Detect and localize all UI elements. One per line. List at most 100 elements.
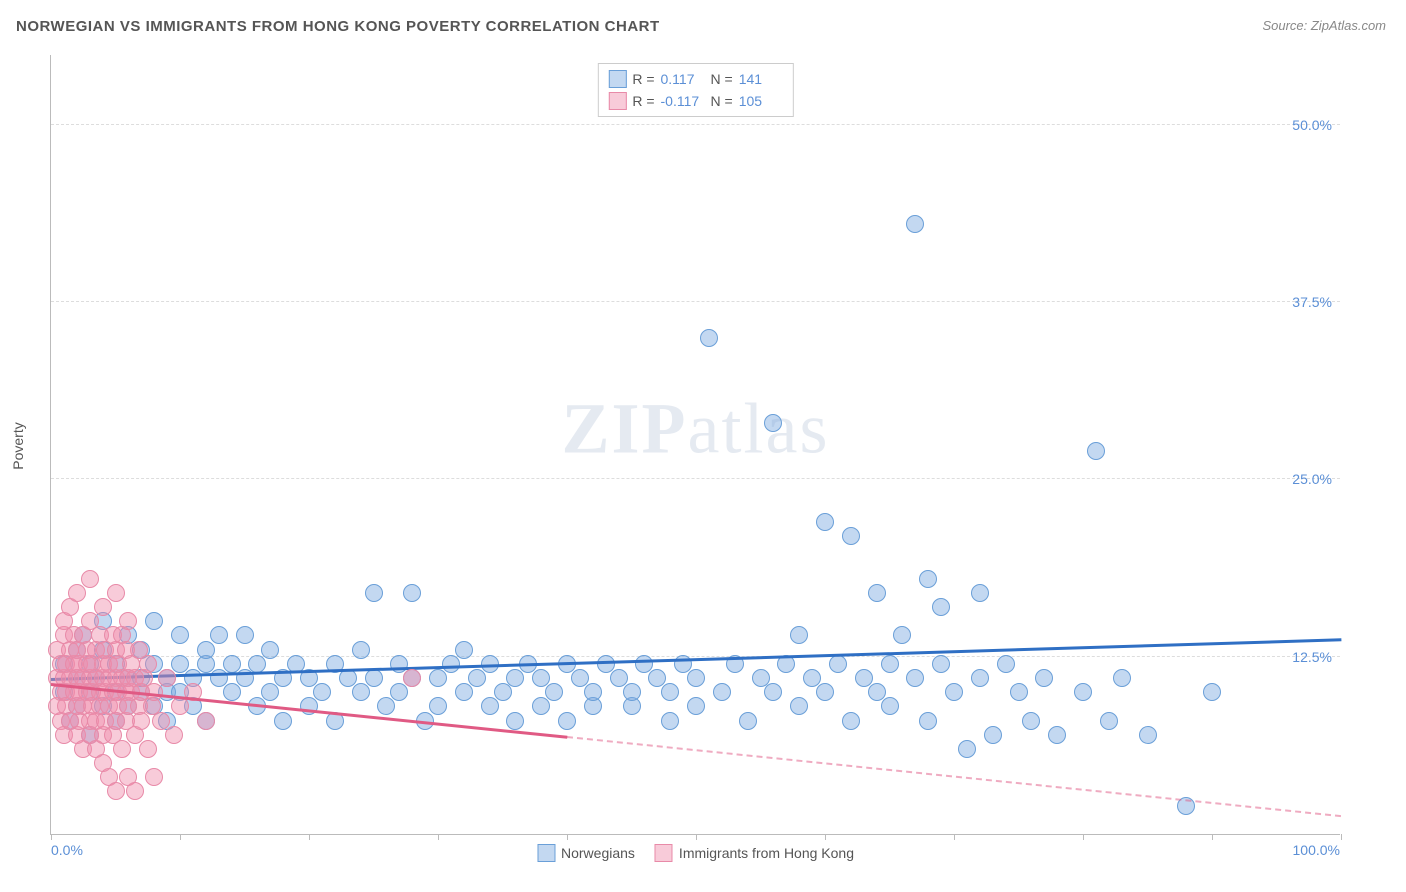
scatter-point [468,669,486,687]
scatter-point [1113,669,1131,687]
scatter-point [481,697,499,715]
scatter-point [816,513,834,531]
scatter-point [365,669,383,687]
scatter-point [687,669,705,687]
scatter-point [506,712,524,730]
scatter-point [429,669,447,687]
scatter-point [94,598,112,616]
y-tick-label: 12.5% [1292,649,1332,665]
gridline [51,301,1340,302]
legend-swatch-hongkong [655,844,673,862]
x-tick-mark [825,834,826,840]
scatter-point [906,669,924,687]
scatter-point [494,683,512,701]
scatter-point [377,697,395,715]
legend-item-hongkong: Immigrants from Hong Kong [655,844,854,862]
scatter-point [210,626,228,644]
scatter-point [442,655,460,673]
scatter-point [919,570,937,588]
scatter-point [165,726,183,744]
x-tick-mark [1341,834,1342,840]
scatter-point [700,329,718,347]
swatch-hongkong [608,92,626,110]
scatter-point [906,215,924,233]
n-value-1: 105 [739,93,783,109]
x-tick-mark [1083,834,1084,840]
scatter-point [1203,683,1221,701]
scatter-point [881,697,899,715]
r-label-0: R = [632,71,654,87]
r-value-1: -0.117 [661,93,705,109]
x-tick-mark [954,834,955,840]
scatter-point [958,740,976,758]
x-tick-mark [180,834,181,840]
scatter-point [429,697,447,715]
scatter-point [403,669,421,687]
scatter-point [881,655,899,673]
gridline [51,478,1340,479]
scatter-point [532,697,550,715]
scatter-point [971,584,989,602]
scatter-point [1035,669,1053,687]
scatter-point [107,584,125,602]
scatter-point [1087,442,1105,460]
legend-row-norwegians: R = 0.117 N = 141 [608,68,782,90]
r-value-0: 0.117 [661,71,705,87]
scatter-point [145,612,163,630]
scatter-point [545,683,563,701]
scatter-point [223,683,241,701]
scatter-point [313,683,331,701]
scatter-point [764,683,782,701]
scatter-point [687,697,705,715]
trend-line [567,736,1341,817]
scatter-point [352,641,370,659]
scatter-point [1010,683,1028,701]
scatter-point [455,683,473,701]
chart-title: NORWEGIAN VS IMMIGRANTS FROM HONG KONG P… [16,18,660,35]
scatter-point [455,641,473,659]
scatter-point [971,669,989,687]
scatter-point [390,683,408,701]
n-value-0: 141 [739,71,783,87]
scatter-point [1139,726,1157,744]
gridline [51,124,1340,125]
legend-label-hongkong: Immigrants from Hong Kong [679,845,854,861]
scatter-point [300,697,318,715]
y-tick-label: 37.5% [1292,294,1332,310]
scatter-point [261,641,279,659]
scatter-point [81,570,99,588]
gridline [51,656,1340,657]
x-tick-mark [1212,834,1213,840]
chart-plot-area: ZIPatlas R = 0.117 N = 141 R = -0.117 N … [50,55,1340,835]
scatter-point [816,683,834,701]
scatter-point [661,683,679,701]
scatter-point [171,626,189,644]
scatter-point [1022,712,1040,730]
scatter-point [1074,683,1092,701]
x-tick-label: 100.0% [1293,842,1340,858]
scatter-point [506,669,524,687]
scatter-point [403,584,421,602]
watermark: ZIPatlas [562,387,830,470]
scatter-point [236,626,254,644]
x-tick-mark [309,834,310,840]
source-label: Source: ZipAtlas.com [1262,18,1386,33]
x-tick-mark [51,834,52,840]
scatter-point [68,584,86,602]
scatter-point [119,612,137,630]
y-tick-label: 50.0% [1292,117,1332,133]
scatter-point [842,712,860,730]
scatter-point [932,655,950,673]
scatter-point [365,584,383,602]
scatter-point [829,655,847,673]
scatter-point [1100,712,1118,730]
scatter-point [139,655,157,673]
scatter-point [107,782,125,800]
scatter-point [145,768,163,786]
scatter-point [139,740,157,758]
scatter-point [868,584,886,602]
n-label-1: N = [711,93,733,109]
scatter-point [919,712,937,730]
n-label-0: N = [711,71,733,87]
scatter-point [584,683,602,701]
